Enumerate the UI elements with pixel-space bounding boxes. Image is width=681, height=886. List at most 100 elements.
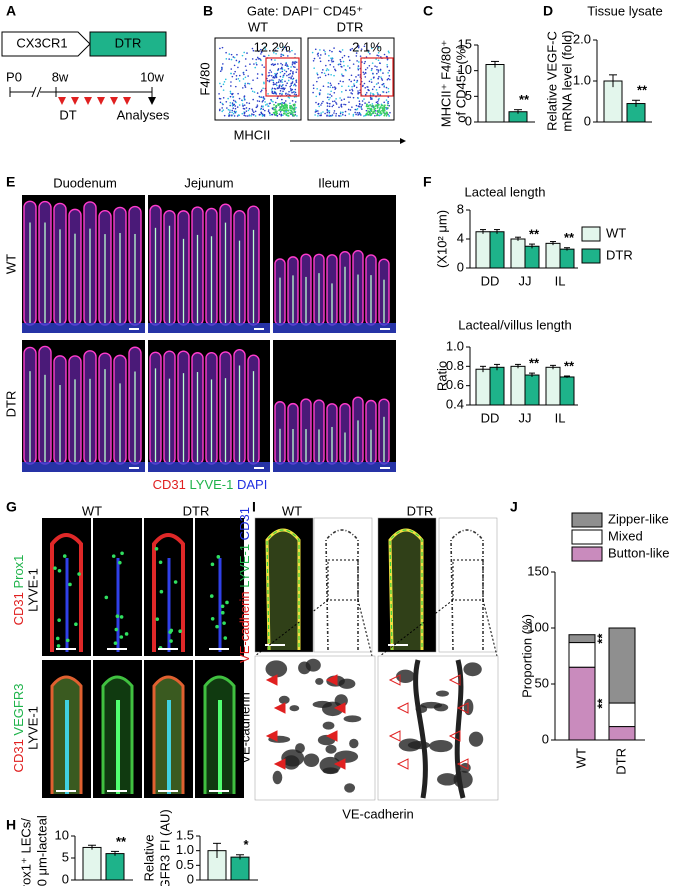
flow-event [222,83,225,86]
flow-event [268,80,271,83]
flow-event [243,97,246,100]
flow-event [289,72,291,75]
flow-event [357,74,360,76]
flow-event [291,88,294,91]
flow-event [357,90,359,92]
flow-event [274,72,276,75]
flow-event [275,52,277,55]
flow-event [281,48,284,51]
junction-arrowhead [325,730,338,742]
junction-blob [396,669,415,683]
flow-event [355,104,358,107]
flow-event [388,69,391,72]
flow-event [272,81,275,84]
flow-event [236,53,238,56]
flow-event [296,68,298,71]
stain-label: CD31 LYVE-1 DAPI [153,477,268,492]
flow-event [367,105,370,107]
flow-event [291,100,294,102]
flow-event [267,105,270,108]
flow-event [377,93,379,95]
flow-event [323,72,326,75]
flow-event [251,90,254,93]
flow-event [319,49,321,51]
flow-event [328,110,331,112]
flow-event [283,69,286,71]
flow-event [281,67,283,69]
bar [105,853,125,881]
flow-event [389,111,391,114]
flow-event [253,91,256,93]
flow-event [350,92,352,94]
flow-event [388,74,391,77]
flow-event [218,93,220,95]
flow-event [327,85,329,88]
stain-label: CD31 Prox1 [11,555,26,626]
flow-event [386,63,388,66]
flow-event [379,69,382,72]
flow-event [283,112,286,114]
flow-event [385,111,388,114]
flow-event [331,50,333,53]
flow-event [376,66,378,68]
micrograph [313,517,373,653]
flow-event [238,74,241,77]
flow-event [234,105,237,107]
flow-event [263,98,266,100]
significance: ** [529,227,540,242]
flow-event [327,59,330,62]
flow-event [221,68,223,71]
flow-event [340,60,342,63]
bar [510,238,526,269]
stain: VE-cadherin [237,591,252,663]
bar [524,245,540,269]
y-axis-label: 100 μm-lacteal [34,815,49,886]
flow-event [243,114,246,117]
construct-label: DTR [115,35,142,50]
flow-event [292,65,295,68]
villus-outline [50,533,83,652]
flow-event [264,48,267,50]
lec-nucleus [222,621,226,625]
flow-event [329,82,332,85]
y-tick-label: 0 [187,871,194,886]
junction-blob [437,773,458,786]
flow-event [370,81,373,83]
flow-event [335,101,337,104]
timeline-label: 8w [52,69,69,84]
lec-nucleus [158,560,163,565]
stain-label: VE-cadherin [237,692,252,764]
junction-blob [298,661,311,675]
zoom-line [482,599,498,657]
flow-event [235,59,238,62]
flow-event [375,101,378,104]
flow-event [357,46,360,49]
flow-event [355,81,358,84]
flow-event [332,100,334,103]
flow-event [339,58,342,61]
flow-event [285,62,287,65]
panel-label: F [423,174,432,190]
crypt-layer [22,323,145,333]
junction-blob [435,690,449,697]
flow-event [344,110,347,113]
y-axis-label: Relative VEGF-C [544,31,559,131]
flow-event [241,103,244,105]
flow-event [256,77,259,79]
flow-event [366,67,369,69]
flow-event [271,63,274,65]
flow-event [258,95,261,98]
y-axis-label: VEGFR3 FI (AU) [157,809,172,886]
flow-event [284,46,287,49]
flow-event [284,80,286,83]
stain: LYVE-1 [237,544,252,588]
flow-event [364,72,367,74]
flow-event [293,93,296,95]
junction-blob [420,701,443,709]
junction-blob [315,678,324,685]
flow-event [355,86,358,89]
stain: Prox1 [11,555,26,589]
junction-blob [429,740,453,753]
flow-event [274,111,277,114]
flow-event [242,78,245,80]
